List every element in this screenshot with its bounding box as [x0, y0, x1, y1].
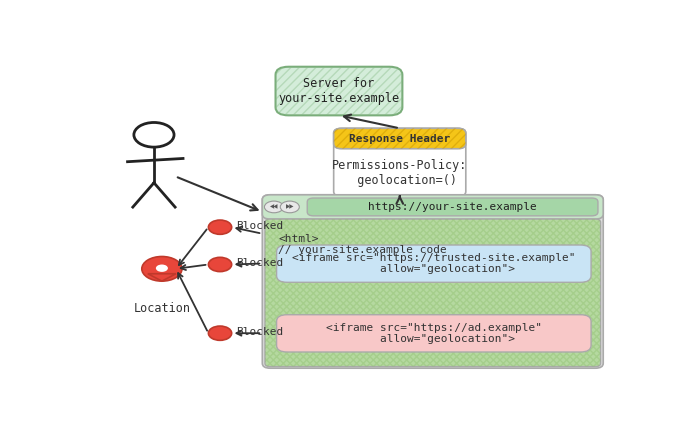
Circle shape: [142, 256, 182, 281]
Circle shape: [280, 201, 299, 213]
Text: Permissions-Policy:
  geolocation=(): Permissions-Policy: geolocation=(): [332, 159, 467, 187]
Text: Blocked: Blocked: [236, 327, 283, 337]
FancyBboxPatch shape: [277, 245, 591, 282]
FancyBboxPatch shape: [308, 198, 598, 216]
FancyBboxPatch shape: [333, 128, 466, 149]
Text: <iframe src="https://trusted-site.example"
    allow="geolocation">: <iframe src="https://trusted-site.exampl…: [292, 253, 576, 274]
FancyBboxPatch shape: [276, 67, 402, 115]
Text: https://your-site.example: https://your-site.example: [368, 202, 537, 212]
FancyBboxPatch shape: [265, 219, 601, 367]
FancyBboxPatch shape: [333, 128, 466, 196]
FancyBboxPatch shape: [277, 315, 591, 352]
Text: Server for
your-site.example: Server for your-site.example: [278, 77, 400, 105]
Circle shape: [209, 326, 232, 340]
Circle shape: [265, 201, 284, 213]
FancyBboxPatch shape: [263, 195, 604, 219]
Text: Blocked: Blocked: [236, 221, 283, 231]
Text: ▶▶: ▶▶: [286, 205, 294, 209]
Circle shape: [209, 220, 232, 234]
Circle shape: [209, 257, 232, 272]
Text: <iframe src="https://ad.example"
    allow="geolocation">: <iframe src="https://ad.example" allow="…: [326, 322, 542, 344]
Text: Response Header: Response Header: [349, 133, 450, 144]
Text: Blocked: Blocked: [236, 258, 283, 269]
Text: <html>
// your-site.example code: <html> // your-site.example code: [278, 234, 447, 255]
Text: ◀◀: ◀◀: [269, 205, 278, 209]
Text: Location: Location: [134, 302, 190, 315]
Polygon shape: [148, 274, 176, 281]
Circle shape: [156, 264, 168, 272]
FancyBboxPatch shape: [263, 195, 604, 368]
